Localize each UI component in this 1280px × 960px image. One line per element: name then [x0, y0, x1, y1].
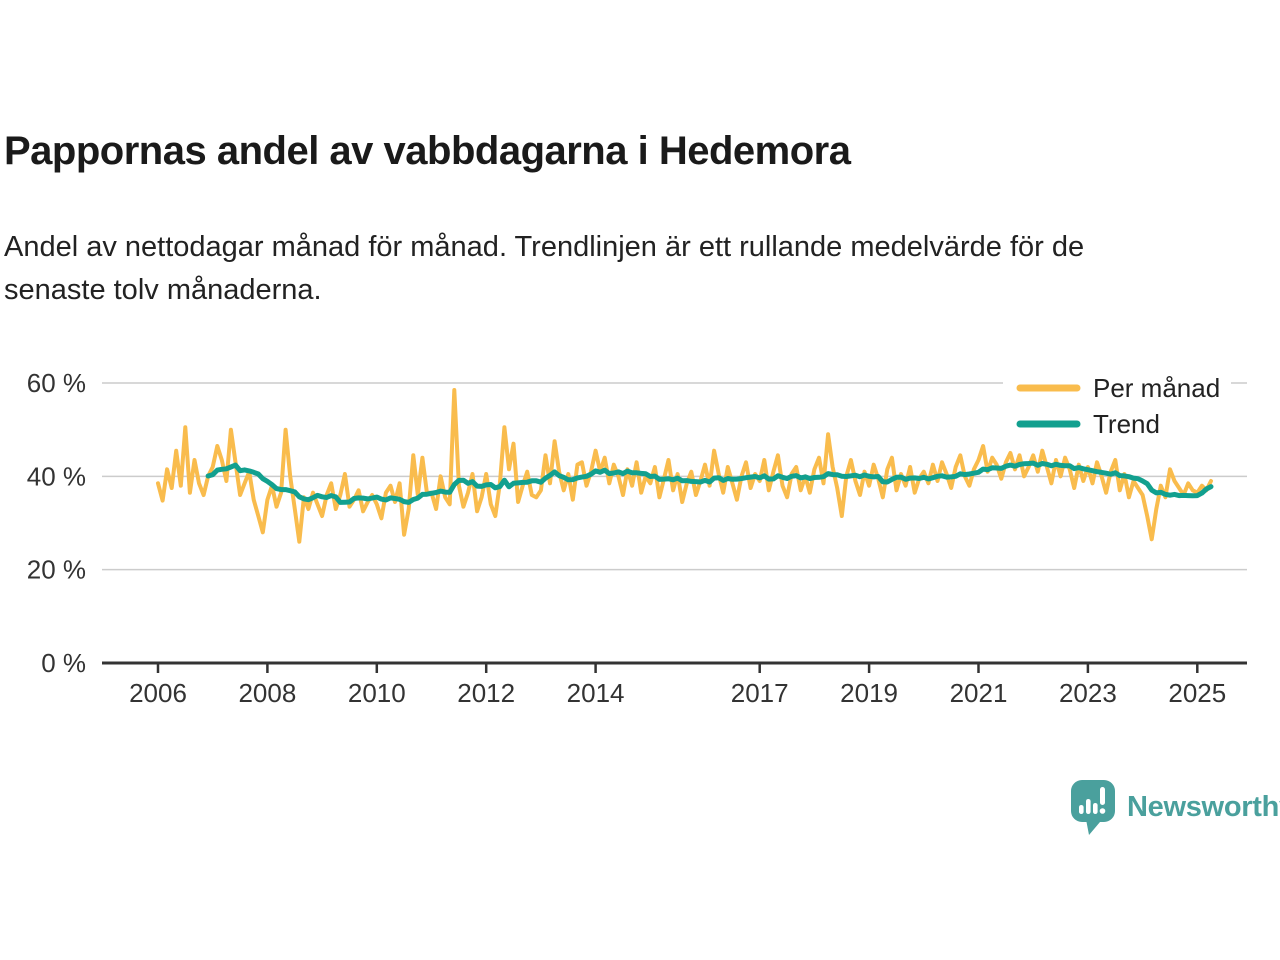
- legend-label-trend: Trend: [1093, 409, 1160, 439]
- legend: Per månad Trend: [1016, 373, 1220, 439]
- page-title: Pappornas andel av vabbdagarna i Hedemor…: [4, 129, 851, 173]
- y-axis-label-0: 0 %: [41, 648, 86, 678]
- chart-subtitle: Andel av nettodagar månad för månad. Tre…: [4, 226, 1084, 312]
- x-tick-label-2023: 2023: [1059, 678, 1117, 708]
- logo-exclamation-bar: [1100, 787, 1105, 805]
- x-axis: 2006 2008 2010 2012 2014 2017 2019 2021 2023 2025: [102, 661, 1247, 708]
- logo-bar-1: [1079, 805, 1084, 814]
- x-tick-label-2006: 2006: [129, 678, 187, 708]
- x-tick-label-2019: 2019: [840, 678, 898, 708]
- legend-background-rect: [1003, 366, 1231, 440]
- x-tick-label-2017: 2017: [731, 678, 789, 708]
- series-lines: [156, 388, 1214, 544]
- newsworthy-logo-text: Newsworthy: [1127, 791, 1280, 823]
- y-axis-label-40: 40 %: [27, 461, 86, 491]
- x-tick-label-2008: 2008: [238, 678, 296, 708]
- chart-subtitle-line-1: Andel av nettodagar månad för månad. Tre…: [4, 231, 1085, 263]
- newsworthy-logo: Newsworthy: [1070, 779, 1280, 836]
- logo-bar-3: [1093, 803, 1098, 814]
- logo-exclamation-dot: [1099, 808, 1106, 814]
- y-axis-labels: 0 % 20 % 40 % 60 %: [27, 368, 86, 678]
- x-tick-label-2014: 2014: [567, 678, 625, 708]
- x-tick-label-2010: 2010: [348, 678, 406, 708]
- legend-background: [1003, 366, 1231, 440]
- newsworthy-speech-bubble-bar-chart-icon: [1071, 780, 1115, 835]
- legend-label-per_manad: Per månad: [1093, 373, 1220, 403]
- x-tick-label-2012: 2012: [457, 678, 515, 708]
- chart-subtitle-line-2: senaste tolv månaderna.: [4, 274, 322, 306]
- x-tick-label-2021: 2021: [950, 678, 1008, 708]
- y-axis-label-60: 60 %: [27, 368, 86, 398]
- y-axis-label-20: 20 %: [27, 555, 86, 585]
- logo-bar-2: [1086, 799, 1091, 814]
- trend-line: [205, 460, 1214, 505]
- x-tick-label-2025: 2025: [1168, 678, 1226, 708]
